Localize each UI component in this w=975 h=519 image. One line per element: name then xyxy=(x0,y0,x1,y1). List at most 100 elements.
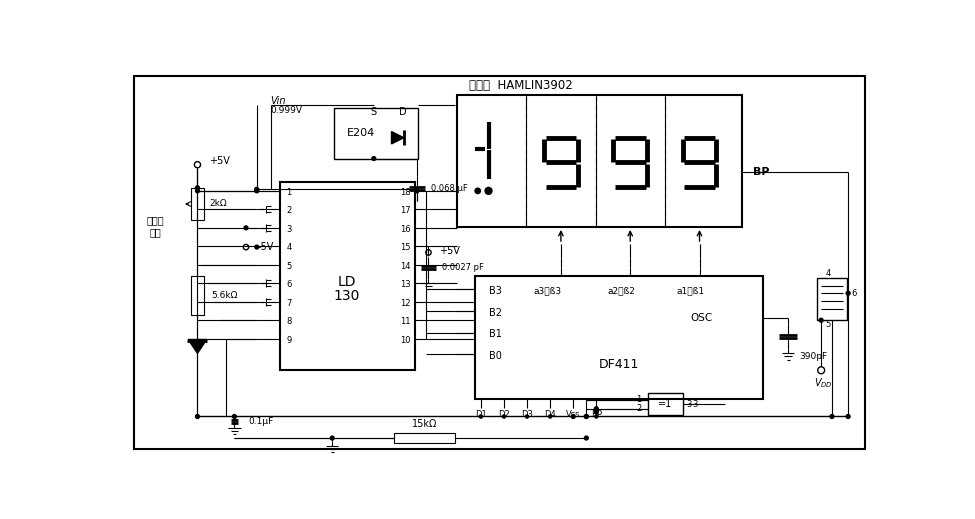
Circle shape xyxy=(196,186,200,190)
Text: 10: 10 xyxy=(400,336,410,345)
Text: 显示器  HAMLIN3902: 显示器 HAMLIN3902 xyxy=(469,79,573,92)
Text: 0.0027 pF: 0.0027 pF xyxy=(443,263,485,272)
Circle shape xyxy=(595,410,599,414)
Text: LD: LD xyxy=(337,275,356,289)
Circle shape xyxy=(415,189,419,193)
Text: DF411: DF411 xyxy=(599,358,639,371)
Circle shape xyxy=(485,187,492,194)
Text: D: D xyxy=(399,106,407,117)
Text: 满刻度: 满刻度 xyxy=(146,215,164,225)
Text: 14: 14 xyxy=(400,262,410,271)
Text: B0: B0 xyxy=(488,351,501,361)
Text: 5: 5 xyxy=(826,320,831,330)
Circle shape xyxy=(549,415,552,418)
Circle shape xyxy=(254,187,258,192)
Text: a2－ß2: a2－ß2 xyxy=(607,286,635,295)
Circle shape xyxy=(196,189,200,193)
Bar xyxy=(191,188,204,220)
Circle shape xyxy=(846,291,850,295)
Text: a3－ß3: a3－ß3 xyxy=(533,286,562,295)
Text: 15kΩ: 15kΩ xyxy=(411,419,438,429)
Circle shape xyxy=(595,407,599,411)
Circle shape xyxy=(502,415,505,418)
Bar xyxy=(648,393,682,415)
Text: 6: 6 xyxy=(287,280,292,289)
Text: B1: B1 xyxy=(488,329,501,339)
Circle shape xyxy=(584,415,588,418)
Bar xyxy=(817,278,846,320)
Text: 2: 2 xyxy=(287,207,292,215)
Text: 390pF: 390pF xyxy=(799,352,827,361)
Text: S: S xyxy=(370,106,377,117)
Circle shape xyxy=(196,415,200,418)
Text: BP: BP xyxy=(753,167,769,176)
Text: B2: B2 xyxy=(488,308,501,318)
Circle shape xyxy=(480,415,483,418)
Text: 6: 6 xyxy=(851,289,857,298)
Circle shape xyxy=(244,226,248,230)
Text: 2kΩ: 2kΩ xyxy=(210,199,227,209)
Text: 3: 3 xyxy=(692,400,697,408)
Text: 15: 15 xyxy=(400,243,410,252)
Text: 12: 12 xyxy=(400,299,410,308)
Text: 1: 1 xyxy=(636,395,642,404)
Bar xyxy=(333,108,418,158)
Text: B3: B3 xyxy=(488,286,501,296)
Text: E204: E204 xyxy=(346,128,374,138)
Circle shape xyxy=(571,415,575,418)
Text: Vin: Vin xyxy=(271,96,286,106)
Circle shape xyxy=(371,157,375,160)
Polygon shape xyxy=(188,339,207,353)
Text: 7: 7 xyxy=(287,299,292,308)
Text: 18: 18 xyxy=(400,188,410,197)
Circle shape xyxy=(254,189,258,193)
Text: 17: 17 xyxy=(400,207,410,215)
Polygon shape xyxy=(392,132,404,144)
Text: +5V: +5V xyxy=(209,156,230,166)
Bar xyxy=(394,433,455,443)
Text: +5V: +5V xyxy=(440,246,460,256)
Text: 13: 13 xyxy=(400,280,410,289)
Text: 8: 8 xyxy=(287,317,292,326)
Circle shape xyxy=(254,245,258,249)
Circle shape xyxy=(846,415,850,418)
Circle shape xyxy=(819,318,823,322)
Text: 调节: 调节 xyxy=(149,227,161,237)
Text: 5.6kΩ: 5.6kΩ xyxy=(212,291,238,300)
Text: $V_{DD}$: $V_{DD}$ xyxy=(814,376,833,389)
Text: 2: 2 xyxy=(636,404,642,413)
Bar xyxy=(457,94,742,227)
Bar xyxy=(475,276,763,399)
Text: D2: D2 xyxy=(498,409,510,419)
Circle shape xyxy=(584,436,588,440)
Text: 11: 11 xyxy=(400,317,410,326)
Text: D3: D3 xyxy=(521,409,533,419)
Text: 9: 9 xyxy=(287,336,292,345)
Text: 4: 4 xyxy=(826,269,831,278)
Circle shape xyxy=(595,415,598,418)
Text: =1: =1 xyxy=(658,399,672,409)
Text: OSC: OSC xyxy=(690,313,713,323)
Bar xyxy=(191,276,204,315)
Text: BP: BP xyxy=(591,409,602,419)
Text: 4: 4 xyxy=(287,243,292,252)
Circle shape xyxy=(475,188,481,194)
Text: 5: 5 xyxy=(287,262,292,271)
Text: 3: 3 xyxy=(287,225,292,234)
Text: 0.068 μF: 0.068 μF xyxy=(431,184,468,193)
Text: 0.999V: 0.999V xyxy=(271,105,302,115)
Text: Vss: Vss xyxy=(566,409,580,419)
Text: -5V: -5V xyxy=(257,242,274,252)
Text: 16: 16 xyxy=(400,225,410,234)
Circle shape xyxy=(526,415,528,418)
Circle shape xyxy=(331,436,334,440)
Bar xyxy=(280,182,414,370)
Text: 3: 3 xyxy=(686,400,691,408)
Text: D1: D1 xyxy=(475,409,487,419)
Text: 0.1μF: 0.1μF xyxy=(249,417,274,426)
Text: D4: D4 xyxy=(544,409,556,419)
Circle shape xyxy=(232,415,236,418)
Circle shape xyxy=(830,415,834,418)
Text: a1－ß1: a1－ß1 xyxy=(677,286,704,295)
Text: 130: 130 xyxy=(333,289,360,303)
